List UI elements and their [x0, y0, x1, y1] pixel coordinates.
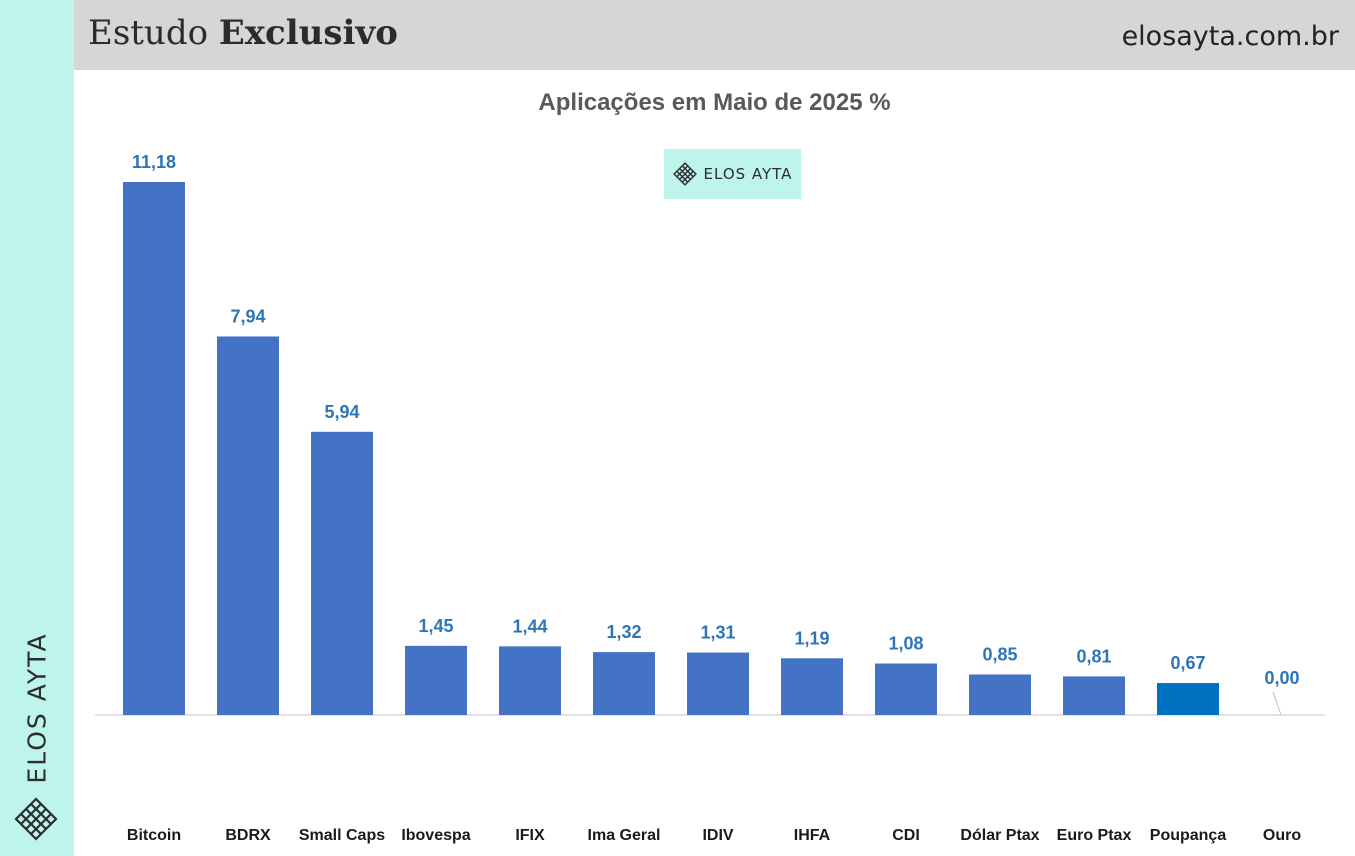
category-label: BDRX	[225, 827, 271, 844]
category-label: Poupança	[1150, 827, 1227, 844]
lattice-diamond-icon	[14, 797, 58, 841]
bar	[405, 645, 467, 715]
chart-title: Aplicações em Maio de 2025 %	[538, 89, 891, 116]
bar	[781, 658, 843, 715]
data-label: 1,32	[606, 622, 641, 642]
bar	[1063, 676, 1125, 715]
lattice-diamond-icon	[672, 162, 697, 186]
bar	[687, 652, 749, 715]
category-label: CDI	[892, 827, 920, 844]
category-label: IFIX	[515, 827, 545, 844]
data-label: 1,08	[888, 634, 923, 654]
category-label: Bitcoin	[127, 827, 181, 844]
category-label: IDIV	[702, 827, 733, 844]
category-label: Ima Geral	[588, 827, 661, 844]
category-label: Ibovespa	[401, 827, 470, 844]
bar	[969, 674, 1031, 715]
data-label: 1,31	[700, 623, 735, 643]
header-bar: Estudo Exclusivo elosayta.com.br	[74, 0, 1355, 70]
page-title: Estudo Exclusivo	[88, 13, 398, 53]
category-label: IHFA	[794, 827, 831, 844]
bar	[1157, 683, 1219, 715]
data-label: 0,81	[1076, 646, 1111, 666]
label-leader-line	[1272, 691, 1282, 716]
bar	[593, 652, 655, 715]
category-label: Dólar Ptax	[960, 827, 1039, 844]
data-label: 0,67	[1170, 653, 1205, 673]
bar	[499, 646, 561, 715]
category-label: Ouro	[1263, 827, 1301, 844]
data-label: 1,45	[418, 616, 453, 636]
data-label: 7,94	[230, 306, 265, 326]
data-label: 1,44	[512, 616, 547, 636]
website-link[interactable]: elosayta.com.br	[1121, 21, 1339, 52]
title-bold: Exclusivo	[218, 13, 398, 53]
data-label: 0,00	[1264, 668, 1299, 688]
data-label: 0,85	[982, 644, 1017, 664]
bar	[875, 663, 937, 715]
brand-sidebar: ELOS AYTA	[0, 0, 74, 856]
chart-logo-text: ELOS AYTA	[703, 165, 793, 183]
chart-brand-logo: ELOS AYTA	[664, 149, 801, 199]
data-label: 11,18	[132, 152, 176, 172]
data-label: 1,19	[794, 628, 829, 648]
bar	[311, 431, 373, 715]
category-label: Euro Ptax	[1057, 827, 1132, 844]
bar	[123, 182, 185, 715]
data-label: 5,94	[324, 402, 359, 422]
bar	[217, 336, 279, 715]
title-regular: Estudo	[88, 13, 209, 53]
category-label: Small Caps	[299, 827, 385, 844]
